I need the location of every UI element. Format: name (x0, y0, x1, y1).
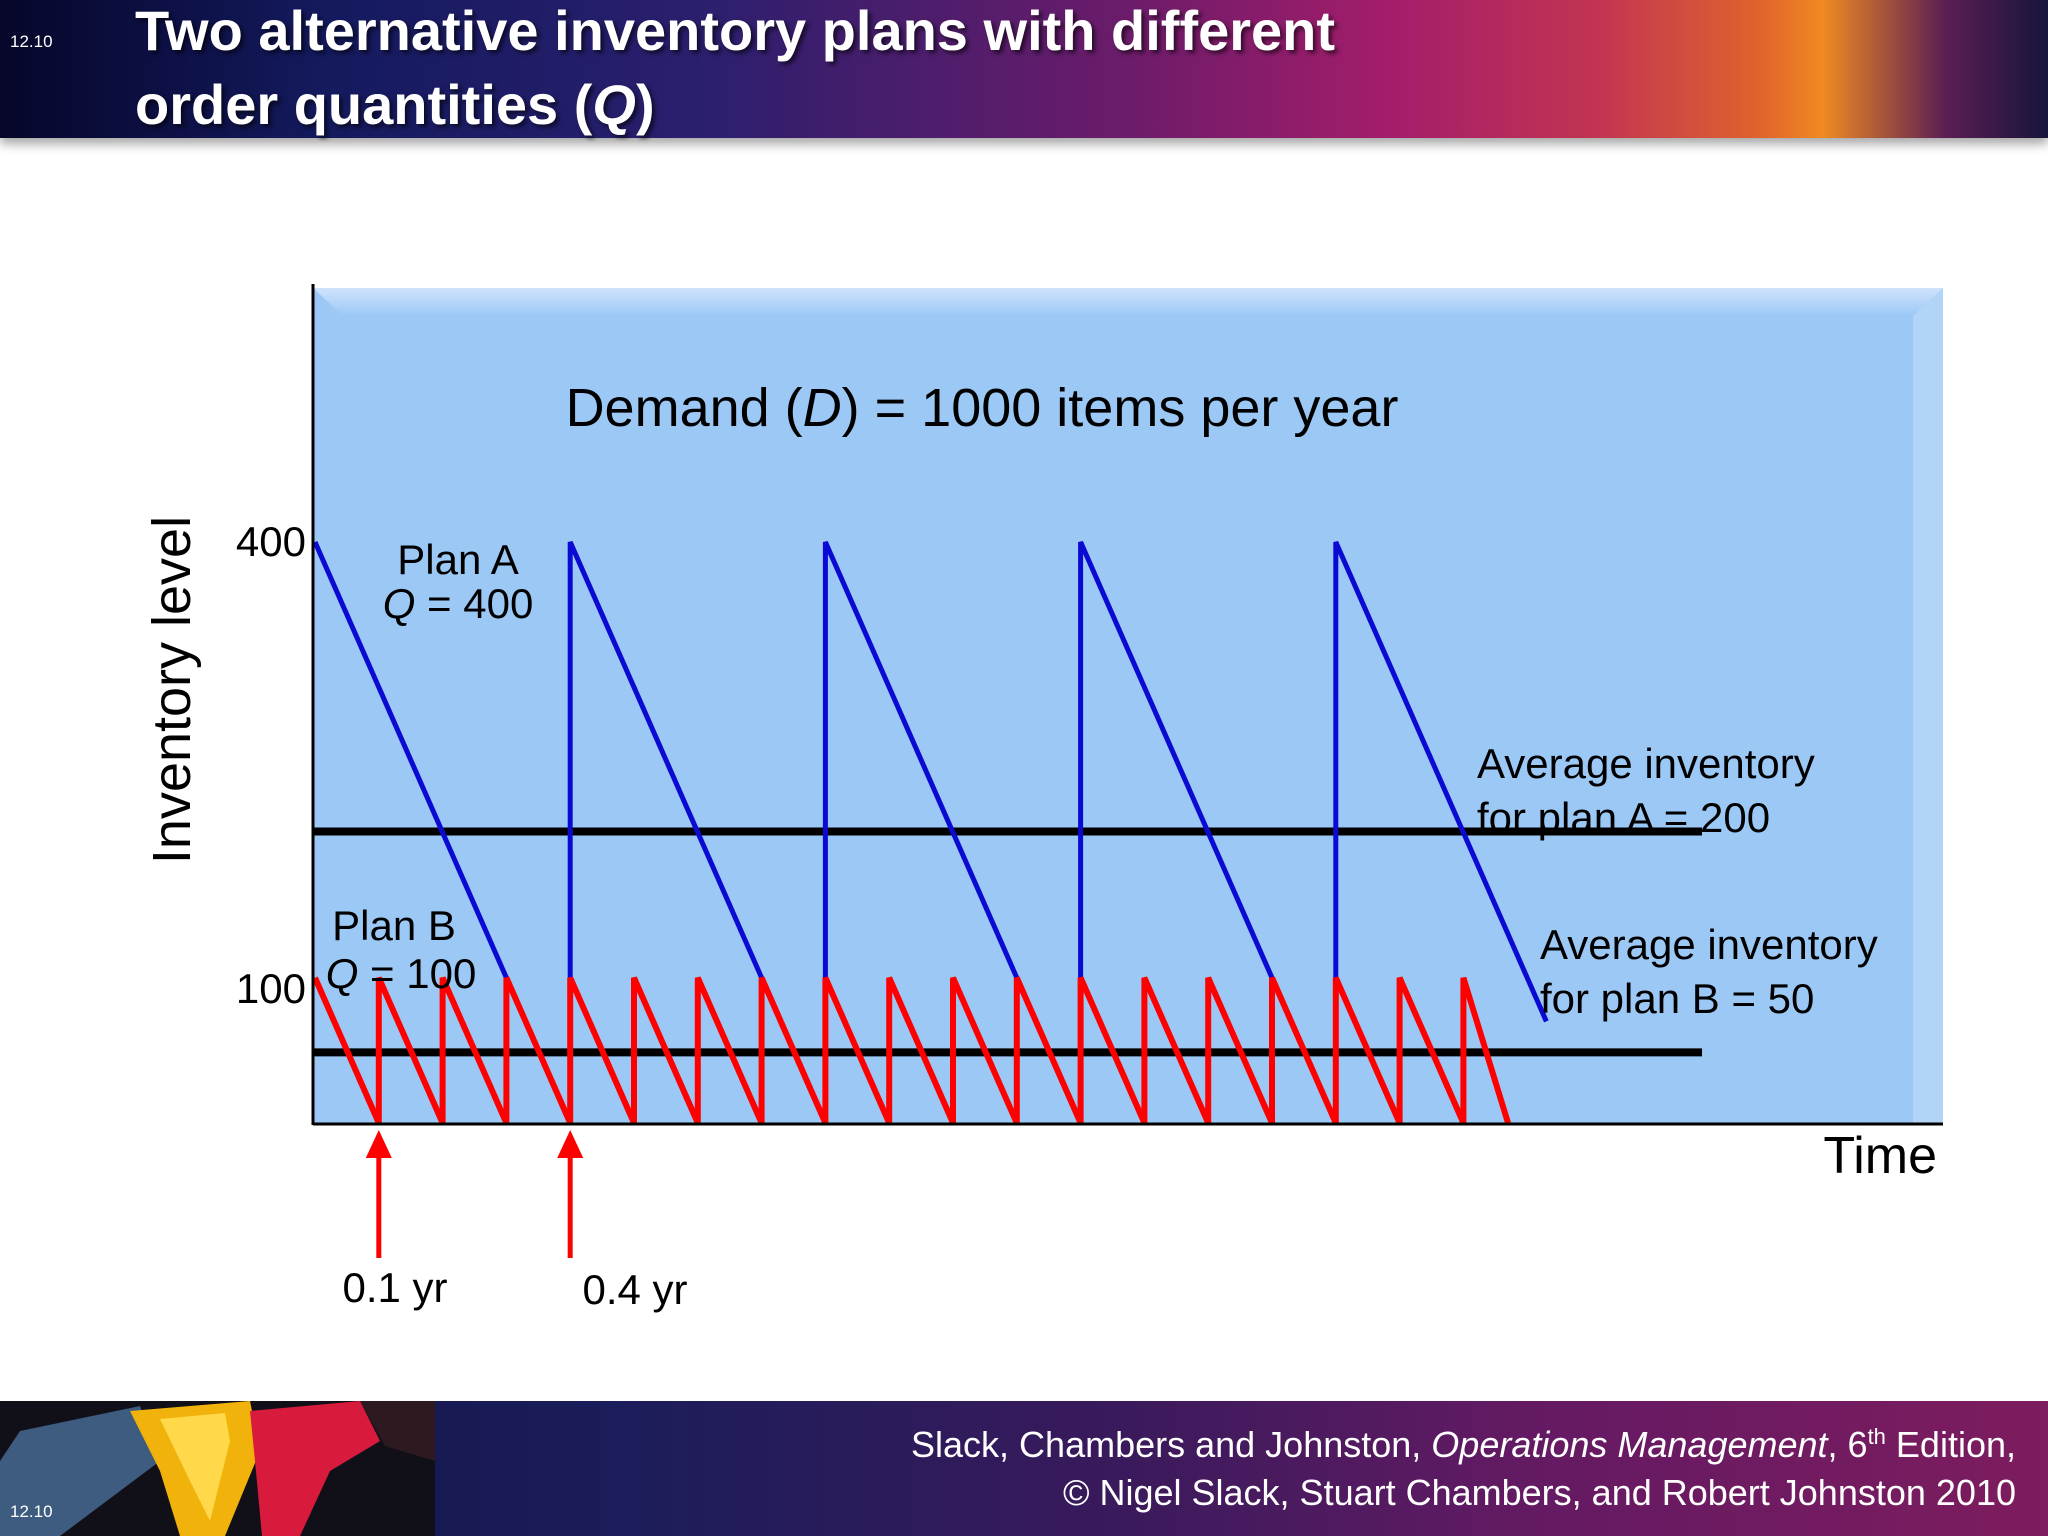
avg-a-label-line-2: for plan A = 200 (1477, 794, 1770, 841)
slide-number-footer: 12.10 (10, 1502, 53, 1521)
slide-number: 12.10 (10, 32, 53, 51)
y-tick-label-400: 400 (236, 518, 306, 565)
plot-bevel-top (313, 288, 1943, 316)
plan-a-q-rest: = 400 (415, 580, 533, 627)
title-line-2-var: Q (592, 73, 636, 136)
plan-a-label: Plan A (397, 536, 518, 583)
footer-bar: Slack, Chambers and Johnston, Operations… (0, 1401, 2048, 1536)
chart-title: Demand (D) = 1000 items per year (566, 378, 1399, 438)
y-axis-label: Inventory level (142, 516, 202, 864)
header-bar: 12.10 Two alternative inventory plans wi… (0, 0, 2048, 138)
footer-logo-image (0, 1401, 435, 1536)
plan-b-label: Plan B (332, 902, 456, 949)
x-axis-label: Time (1823, 1127, 1937, 1185)
plan-a-line (312, 540, 1549, 1125)
paint-pour-illustration (0, 1401, 435, 1536)
title-line-2-pre: order quantities ( (135, 73, 593, 136)
citation-authors: Slack, Chambers and Johnston, (911, 1424, 1432, 1465)
citation-edition-word: Edition, (1885, 1424, 2016, 1465)
inventory-chart: Demand (D) = 1000 items per year Invento… (142, 284, 1943, 1313)
plot-background (313, 288, 1943, 1123)
avg-a-label-line-1: Average inventory (1477, 740, 1815, 787)
citation-edition-suffix: th (1867, 1424, 1886, 1449)
avg-b-label-line-2: for plan B = 50 (1540, 975, 1814, 1022)
plan-b-q-rest: = 100 (358, 950, 476, 997)
plan-a-q-var: Q (383, 580, 416, 627)
plan-a-q-label: Q = 400 (383, 580, 534, 627)
plan-b-line (312, 976, 1511, 1125)
chart-title-var: D (803, 378, 842, 438)
chart-title-post: ) = 1000 items per year (842, 378, 1399, 438)
plan-b-q-label: Q = 100 (326, 950, 477, 997)
title-line-1: Two alternative inventory plans with dif… (135, 0, 1336, 62)
footer-citation: Slack, Chambers and Johnston, Operations… (911, 1421, 2016, 1517)
marker-arrow-0-1-yr-head (365, 1130, 392, 1158)
marker-label-0-1-yr: 0.1 yr (342, 1264, 447, 1311)
y-tick-label-100: 100 (236, 965, 306, 1012)
marker-arrow-0-4-yr-head (557, 1130, 584, 1158)
citation-line-2: © Nigel Slack, Stuart Chambers, and Robe… (1062, 1472, 2016, 1513)
title-line-2-post: ) (635, 73, 655, 136)
plan-b-q-var: Q (326, 950, 359, 997)
plot-bevel-right (1913, 288, 1943, 1123)
citation-line-1: Slack, Chambers and Johnston, Operations… (911, 1421, 2016, 1469)
citation-book-title: Operations Management (1431, 1424, 1828, 1465)
chart-title-pre: Demand ( (566, 378, 803, 438)
avg-b-label-line-1: Average inventory (1540, 921, 1878, 968)
page-title: Two alternative inventory plans with dif… (135, 0, 1335, 142)
citation-edition-number: , 6 (1827, 1424, 1868, 1465)
marker-label-0-4-yr: 0.4 yr (582, 1266, 687, 1313)
